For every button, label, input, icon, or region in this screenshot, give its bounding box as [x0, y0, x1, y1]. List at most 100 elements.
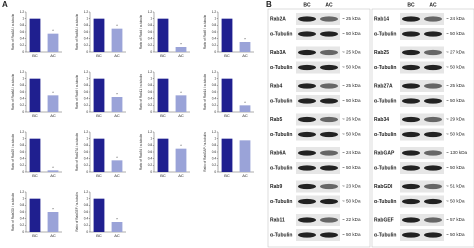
y-tick-label: 0.6 — [20, 210, 25, 214]
band — [320, 83, 338, 89]
band — [320, 232, 338, 238]
y-tick-label: 0 — [150, 50, 152, 54]
band — [424, 232, 442, 238]
protein-label: α-Tubulin — [270, 199, 292, 205]
band — [298, 165, 316, 171]
y-tick-label: 0 — [214, 50, 216, 54]
y-tick-label: 0.6 — [84, 90, 89, 94]
band — [424, 198, 442, 205]
x-tick-label: BC — [32, 173, 38, 178]
band — [402, 116, 420, 123]
y-tick-label: 0.8 — [148, 23, 153, 27]
x-tick-label: AC — [242, 173, 248, 178]
y-axis-label: Ratio of Rab5 / α-tubulin — [203, 15, 207, 50]
annotation: * — [180, 42, 182, 47]
blot — [400, 128, 444, 141]
y-tick-label: 1.2 — [84, 130, 89, 134]
band — [298, 198, 316, 205]
weight-label: ~ 50 kDa — [446, 31, 465, 36]
y-axis-label: Ratio of Rab4 / α-tubulin — [139, 15, 143, 50]
protein-label: RabGEF — [374, 217, 394, 223]
band — [298, 64, 316, 71]
band — [320, 183, 338, 190]
bar — [221, 138, 233, 172]
band — [320, 64, 338, 71]
y-tick-label: 0.4 — [84, 37, 89, 41]
blot — [296, 95, 340, 107]
x-tick-label: BC — [96, 53, 102, 58]
y-tick-label: 1 — [150, 137, 152, 141]
band — [424, 165, 442, 171]
x-tick-label: AC — [50, 233, 56, 238]
y-tick-label: 0.4 — [212, 157, 217, 161]
bar — [47, 33, 59, 52]
y-tick-label: 0.2 — [212, 43, 217, 47]
band — [298, 49, 316, 56]
weight-label: ~ 50 kDa — [342, 31, 361, 36]
band — [298, 232, 316, 238]
x-tick-label: BC — [160, 53, 166, 58]
y-tick-label: 0 — [214, 170, 216, 174]
y-tick-label: 0.8 — [20, 203, 25, 207]
blot — [400, 147, 444, 159]
y-axis-label: Ratio of Rab6A / α-tubulin — [11, 74, 15, 111]
y-axis-label: Ratio of Rab3A / α-tubulin — [75, 14, 79, 51]
y-tick-label: 0.4 — [84, 157, 89, 161]
weight-label: ~ 25 kDa — [342, 83, 361, 88]
band — [402, 232, 420, 238]
band — [402, 150, 420, 156]
lane-header: AC — [325, 2, 333, 8]
y-tick-label: 0.8 — [148, 83, 153, 87]
protein-label: α-Tubulin — [374, 31, 396, 37]
y-tick-label: 0 — [86, 230, 88, 234]
bar — [47, 212, 59, 232]
y-tick-label: 1 — [22, 197, 24, 201]
x-tick-label: AC — [178, 113, 184, 118]
lane-header: BC — [407, 2, 415, 8]
lane-header: AC — [429, 2, 437, 8]
protein-label: α-Tubulin — [374, 132, 396, 138]
protein-label: Rab4 — [270, 83, 282, 89]
x-tick-label: BC — [96, 173, 102, 178]
blot — [400, 80, 444, 92]
weight-label: ~ 25 kDa — [342, 50, 361, 55]
y-tick-label: 0.4 — [84, 217, 89, 221]
band — [402, 183, 420, 190]
y-tick-label: 1 — [86, 17, 88, 21]
y-tick-label: 0.6 — [212, 30, 217, 34]
y-tick-label: 0.6 — [212, 90, 217, 94]
y-axis-label: Ratio of RabGDI / α-tubulin — [11, 193, 15, 232]
protein-label: Rab11 — [270, 217, 285, 223]
y-axis-label: Ratio of Rab14 / α-tubulin — [203, 74, 207, 110]
bar — [175, 47, 187, 52]
y-tick-label: 0.2 — [84, 223, 89, 227]
y-tick-label: 0.6 — [212, 150, 217, 154]
weight-label: ~ 50 kDa — [342, 132, 361, 137]
y-tick-label: 0 — [214, 110, 216, 114]
y-axis-label: Ratio of Rab11 / α-tubulin — [139, 74, 143, 110]
protein-label: Rab34 — [374, 117, 389, 123]
blot — [400, 162, 444, 174]
blot — [400, 113, 444, 126]
y-tick-label: 0.8 — [212, 143, 217, 147]
y-axis-label: Ratio of Rab27A / α-tubulin — [75, 133, 79, 171]
x-tick-label: AC — [114, 173, 120, 178]
annotation: * — [116, 92, 118, 97]
blot — [400, 195, 444, 208]
band — [402, 217, 420, 223]
y-tick-label: 0.4 — [212, 97, 217, 101]
annotation: * — [244, 100, 246, 105]
annotation: * — [52, 28, 54, 33]
y-axis-label: Ratio of RabGAP / α-tubulin — [203, 132, 207, 172]
bar — [29, 18, 41, 53]
x-tick-label: AC — [242, 53, 248, 58]
blot-frame — [267, 8, 371, 248]
blot — [400, 95, 444, 107]
y-tick-label: 0 — [86, 110, 88, 114]
y-tick-label: 0.8 — [20, 23, 25, 27]
weight-label: ~ 27 kDa — [446, 50, 465, 55]
panel-label: A — [2, 0, 8, 9]
blot — [296, 214, 340, 226]
blot — [296, 147, 340, 159]
